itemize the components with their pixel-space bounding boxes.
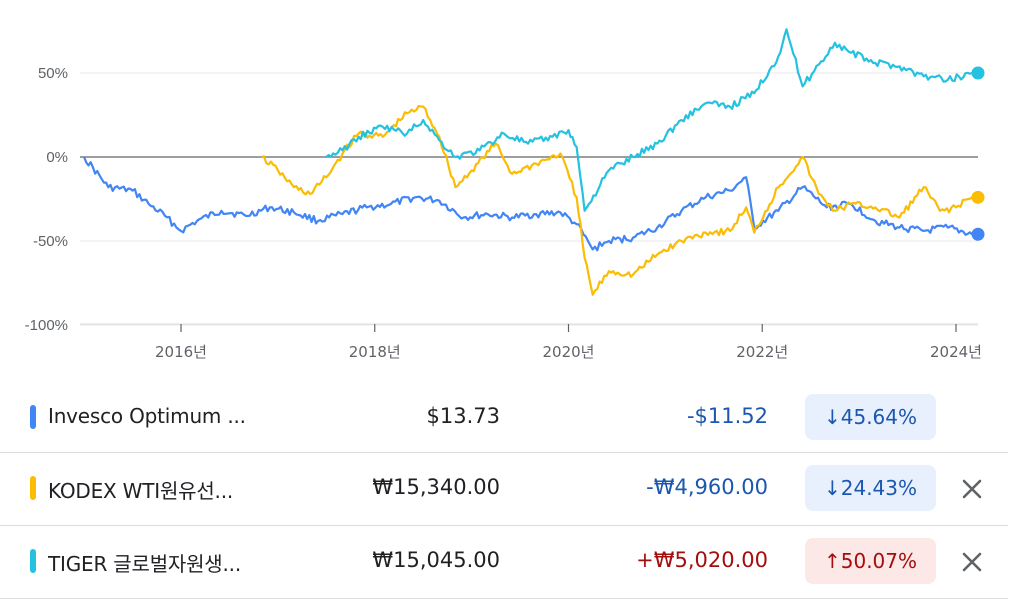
- x-axis: 2016년 2018년 2020년 2022년 2024년: [155, 324, 982, 361]
- security-name[interactable]: Invesco Optimum ...: [48, 404, 246, 428]
- percent-change-value: 50.07%: [840, 549, 918, 573]
- comparison-row[interactable]: TIGER 글로벌자원생... ₩15,045.00 +₩5,020.00 ↑5…: [0, 526, 1008, 599]
- security-name[interactable]: KODEX WTI원유선...: [48, 479, 234, 503]
- percent-change-value: 45.64%: [840, 405, 918, 429]
- series-end-dot: [971, 66, 985, 80]
- close-icon[interactable]: [958, 475, 986, 503]
- current-price: ₩15,340.00: [372, 475, 500, 499]
- percent-change-badge: ↓45.64%: [805, 394, 936, 440]
- security-name[interactable]: TIGER 글로벌자원생...: [48, 552, 241, 576]
- percent-change-badge: ↓24.43%: [805, 465, 936, 511]
- x-tick-label: 2018년: [349, 343, 401, 361]
- x-tick-label: 2024년: [930, 343, 982, 361]
- x-tick-label: 2022년: [736, 343, 788, 361]
- x-tick-label: 2016년: [155, 343, 207, 361]
- series-line: [325, 28, 973, 212]
- price-change: -₩4,960.00: [646, 475, 768, 499]
- close-icon[interactable]: [958, 548, 986, 576]
- chart-grid: [80, 72, 978, 326]
- chart-series: [83, 28, 985, 296]
- arrow-down-icon: ↓: [823, 476, 841, 500]
- comparison-line-chart: 50% 0% -50% -100% 2016년 2018년 2020년 2022년 2024년: [25, 28, 985, 361]
- y-tick-label: -50%: [33, 233, 68, 250]
- x-tick-label: 2020년: [543, 343, 595, 361]
- series-line: [83, 156, 973, 252]
- arrow-up-icon: ↑: [823, 549, 841, 573]
- series-end-dot: [971, 227, 985, 241]
- y-tick-label: 50%: [38, 65, 68, 82]
- current-price: ₩15,045.00: [372, 548, 500, 572]
- percent-change-badge: ↑50.07%: [805, 538, 936, 584]
- series-color-swatch: [30, 549, 36, 573]
- price-change: -$11.52: [686, 404, 768, 428]
- comparison-list: Invesco Optimum ... $13.73 -$11.52 ↓45.6…: [0, 382, 1008, 599]
- series-color-swatch: [30, 476, 36, 500]
- price-change: +₩5,020.00: [636, 548, 768, 572]
- current-price: $13.73: [426, 404, 500, 428]
- series-line: [261, 105, 973, 296]
- comparison-row[interactable]: Invesco Optimum ... $13.73 -$11.52 ↓45.6…: [0, 382, 1008, 453]
- y-axis: 50% 0% -50% -100%: [25, 65, 68, 334]
- series-color-swatch: [30, 405, 36, 429]
- percent-change-value: 24.43%: [840, 476, 918, 500]
- arrow-down-icon: ↓: [823, 405, 841, 429]
- y-tick-label: -100%: [25, 317, 68, 334]
- comparison-row[interactable]: KODEX WTI원유선... ₩15,340.00 -₩4,960.00 ↓2…: [0, 453, 1008, 526]
- y-tick-label: 0%: [46, 149, 68, 166]
- series-end-dot: [971, 190, 985, 204]
